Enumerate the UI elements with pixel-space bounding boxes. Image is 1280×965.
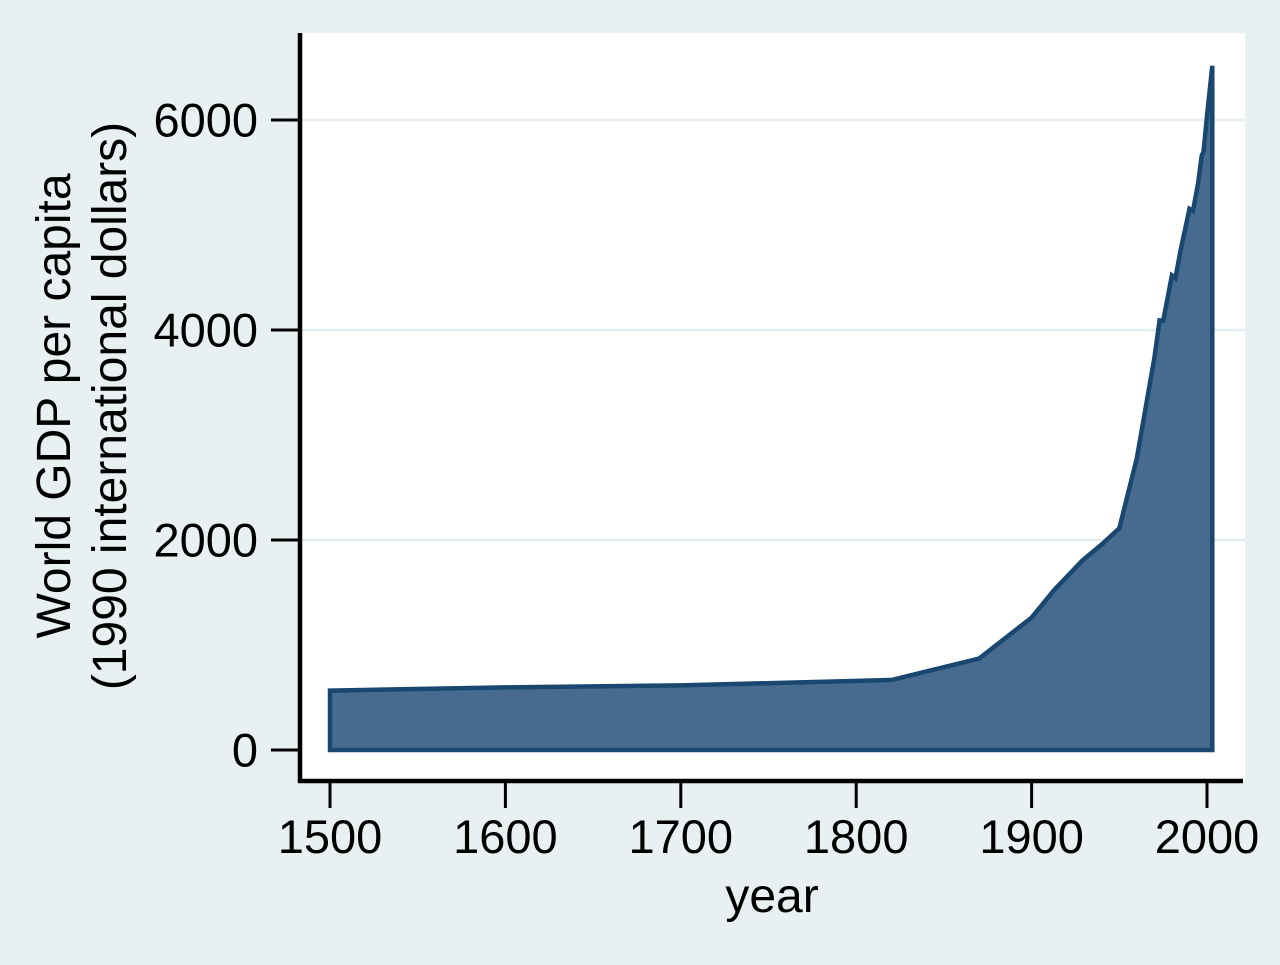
x-tick-label-1900: 1900 (979, 810, 1084, 863)
axes (297, 33, 1243, 784)
y-axis-title-line-1: World GDP per capita (28, 173, 81, 638)
x-tick-label-1600: 1600 (453, 810, 558, 863)
gridlines (300, 118, 1245, 542)
x-tick-label-1500: 1500 (278, 810, 383, 863)
y-axis-title-line-2: (1990 international dollars) (84, 122, 137, 690)
x-tick-label-1700: 1700 (629, 810, 734, 863)
area-series-world-gdp (327, 65, 1215, 753)
y-tick-label-0: 0 (232, 724, 258, 777)
x-tick-label-2000: 2000 (1155, 810, 1260, 863)
y-axis-ticks: 0 2000 4000 6000 (153, 94, 298, 777)
x-tick-label-1800: 1800 (804, 810, 909, 863)
y-tick-label-4000: 4000 (153, 304, 258, 357)
y-tick-label-6000: 6000 (153, 94, 258, 147)
y-tick-label-2000: 2000 (153, 514, 258, 567)
x-axis-title: year (725, 870, 818, 923)
x-axis-ticks: 1500 1600 1700 1800 1900 2000 (278, 781, 1260, 863)
